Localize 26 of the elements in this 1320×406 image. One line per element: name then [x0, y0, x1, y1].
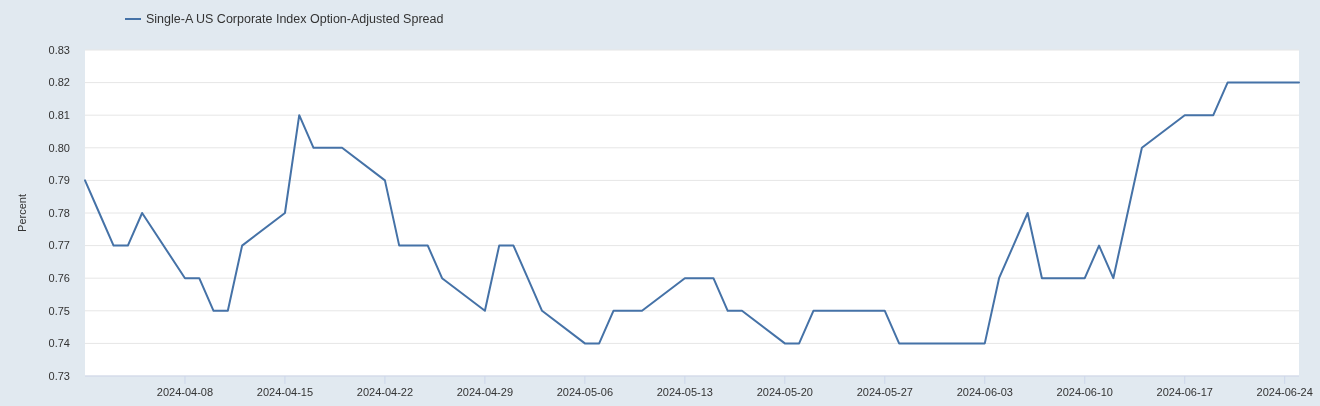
x-tick-label: 2024-04-29 [456, 386, 514, 398]
x-tick-label: 2024-05-20 [756, 386, 813, 398]
legend-label: Single-A US Corporate Index Option-Adjusted Spread [146, 12, 444, 27]
y-tick-label: 0.83 [48, 43, 70, 56]
x-tick-label: 2024-06-03 [956, 386, 1013, 398]
line-series [84, 81, 1300, 345]
x-tick-label: 2024-05-27 [856, 386, 913, 398]
x-tick-label: 2024-05-13 [656, 386, 713, 398]
y-tick-label: 0.75 [48, 304, 70, 317]
y-tick-label: 0.76 [48, 272, 70, 285]
y-tick-label: 0.80 [48, 141, 70, 154]
y-tick-label: 0.78 [48, 206, 70, 219]
x-tick-label: 2024-05-06 [556, 386, 614, 398]
x-tick-label: 2024-04-22 [356, 386, 414, 398]
x-tick-label: 2024-06-10 [1056, 386, 1113, 398]
y-tick-label: 0.81 [48, 109, 70, 122]
x-tick-label: 2024-04-08 [156, 386, 214, 398]
y-axis-title: Percent [16, 194, 28, 232]
y-tick-label: 0.73 [48, 369, 70, 382]
y-tick-label: 0.77 [48, 239, 70, 252]
x-tick-label: 2024-06-17 [1156, 386, 1213, 398]
y-tick-label: 0.74 [48, 337, 70, 350]
y-tick-label: 0.82 [48, 76, 70, 89]
x-tick-label: 2024-04-15 [256, 386, 314, 398]
y-tick-label: 0.79 [48, 174, 70, 187]
x-tick-label: 2024-06-24 [1256, 386, 1313, 398]
